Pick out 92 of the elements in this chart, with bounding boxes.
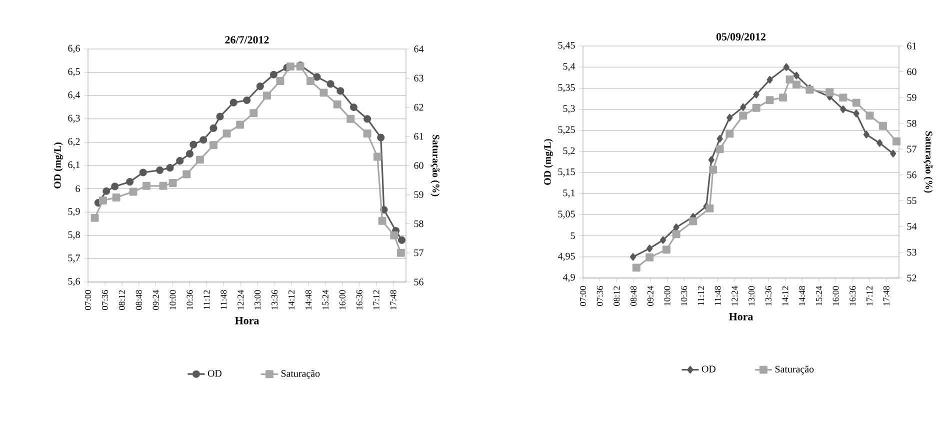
y-tick-label: 6,6 — [68, 44, 80, 54]
y2-tick-label: 64 — [414, 46, 424, 52]
y2-tick-label: 54 — [907, 223, 917, 230]
x-tick-label: 14:12 — [782, 286, 788, 306]
y2-tick-label: 57 — [907, 146, 916, 152]
x-tick-label: 07:36 — [596, 286, 603, 306]
x-tick-label: 13:00 — [254, 290, 261, 310]
x-tick-label: 16:36 — [850, 286, 856, 306]
y2-tick-label: 61 — [907, 42, 916, 50]
x-tick-label: 11:48 — [714, 286, 721, 306]
y-tick-label: 6,2 — [68, 138, 80, 146]
y2-tick-label: 55 — [907, 197, 916, 204]
y-axis-title: OD (mg/L) — [544, 139, 553, 185]
x-tick-label: 16:36 — [356, 290, 362, 310]
x-tick-label: 07:36 — [102, 290, 108, 310]
y-axis-title: OD (mg/L) — [54, 142, 63, 188]
y2-tick-label: 59 — [907, 94, 916, 101]
y-tick-label: 6,3 — [68, 114, 80, 123]
x-tick-label: 10:00 — [664, 286, 670, 306]
x-tick-label: 13:36 — [272, 290, 278, 310]
y2-tick-label: 59 — [414, 191, 424, 198]
x-tick-label: 10:36 — [681, 286, 688, 306]
y-tick-label: 6,5 — [68, 68, 80, 76]
y2-tick-label: 58 — [414, 220, 424, 228]
legend-label: OD — [702, 366, 716, 372]
y2-tick-label: 63 — [414, 74, 424, 82]
y2-tick-label: 61 — [414, 133, 424, 140]
y-tick-label: 5,15 — [558, 168, 575, 177]
y2-tick-label: 56 — [414, 278, 424, 286]
y2-tick-label: 56 — [907, 172, 916, 178]
y-tick-label: 4,95 — [558, 252, 575, 261]
x-tick-label: 15:24 — [322, 290, 328, 310]
y-tick-label: 5,25 — [558, 126, 575, 134]
x-tick-label: 17:12 — [373, 290, 380, 310]
x-tick-label: 12:24 — [238, 290, 244, 310]
y2-tick-label: 57 — [414, 250, 424, 256]
x-tick-label: 12:24 — [732, 286, 738, 306]
x-tick-label: 10:00 — [170, 290, 176, 310]
y2-tick-label: 52 — [907, 274, 916, 282]
x-tick-label: 09:24 — [647, 286, 654, 306]
x-tick-label: 08:48 — [136, 290, 142, 310]
x-tick-label: 17:12 — [866, 286, 873, 306]
y-tick-label: 4,9 — [562, 274, 575, 282]
x-tick-label: 07:00 — [84, 290, 92, 310]
y-tick-label: 5,4 — [563, 63, 576, 72]
y2-axis-title: Saturação (%) — [430, 134, 440, 196]
y2-axis-title: Saturação (%) — [924, 131, 933, 193]
y2-tick-label: 60 — [414, 162, 424, 169]
x-tick-label: 11:48 — [220, 290, 227, 310]
x-tick-label: 13:36 — [765, 286, 772, 306]
x-tick-label: 16:00 — [339, 290, 346, 310]
y2-tick-label: 62 — [414, 104, 424, 111]
x-tick-label: 10:36 — [186, 290, 193, 310]
x-tick-label: 08:12 — [118, 290, 125, 310]
y-tick-label: 5,9 — [68, 208, 80, 216]
legend-label: OD — [208, 370, 222, 377]
y-tick-label: 5,8 — [68, 231, 80, 240]
y-tick-label: 5,05 — [558, 210, 575, 219]
x-tick-label: 07:00 — [580, 286, 586, 306]
y-tick-label: 5,6 — [68, 278, 80, 286]
x-tick-label: 08:12 — [614, 286, 620, 306]
x-axis-title: Hora — [729, 313, 754, 320]
y-tick-label: 5 — [570, 232, 575, 240]
x-tick-label: 14:48 — [305, 290, 312, 310]
y-tick-label: 5,45 — [558, 42, 575, 50]
legend-label: Saturação — [281, 370, 320, 379]
x-tick-label: 13:00 — [748, 286, 755, 306]
y2-tick-label: 60 — [907, 68, 916, 76]
chart-title: 26/7/2012 — [225, 36, 269, 44]
x-tick-label: 14:48 — [799, 286, 806, 306]
y-tick-label: 5,35 — [558, 84, 575, 92]
y-tick-label: 6,1 — [68, 161, 80, 170]
x-tick-label: 14:12 — [288, 290, 295, 310]
x-tick-label: 08:48 — [630, 286, 637, 306]
chart-title: 05/09/2012 — [716, 33, 766, 40]
y-tick-label: 6 — [76, 185, 80, 192]
x-tick-label: 17:48 — [883, 286, 890, 306]
x-tick-label: 11:12 — [698, 286, 704, 306]
legend-label: Saturação — [775, 366, 814, 375]
y2-tick-label: 53 — [907, 248, 916, 256]
y-tick-label: 6,4 — [68, 92, 80, 100]
y-tick-label: 5,1 — [563, 190, 575, 198]
x-tick-label: 11:12 — [204, 290, 210, 310]
x-tick-label: 17:48 — [390, 290, 396, 310]
y-tick-label: 5,7 — [68, 254, 80, 263]
y-tick-label: 5,2 — [563, 147, 575, 156]
y2-tick-label: 58 — [907, 120, 916, 127]
x-tick-label: 09:24 — [152, 290, 159, 310]
x-tick-label: 15:24 — [816, 286, 822, 306]
x-tick-label: 16:00 — [832, 286, 839, 306]
x-axis-title: Hora — [235, 317, 260, 324]
y-tick-label: 5,3 — [563, 105, 575, 114]
